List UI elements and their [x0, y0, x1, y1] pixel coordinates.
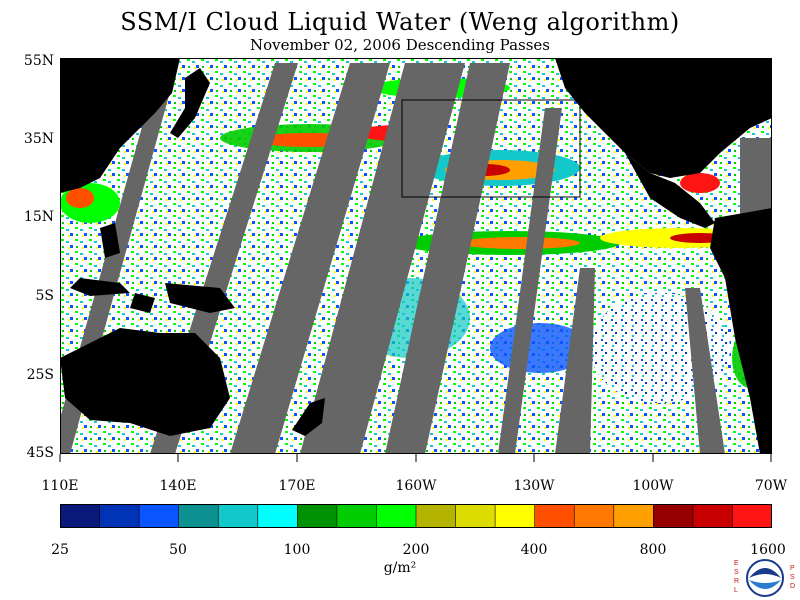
- colorbar-swatch: [257, 504, 298, 528]
- lon-label-110e: 110E: [41, 478, 79, 494]
- map-subtitle: November 02, 2006 Descending Passes: [249, 36, 550, 54]
- lat-label-35n: 35N: [23, 131, 54, 147]
- cloud-liquid-water-map: [60, 58, 772, 454]
- lon-label-140e: 140E: [159, 478, 197, 494]
- logo-letter-s: S: [734, 569, 739, 576]
- lat-label-25s: 25S: [26, 367, 54, 383]
- colorbar-swatch: [297, 504, 338, 528]
- colorbar-swatch: [732, 504, 772, 528]
- colorbar-label-200: 200: [402, 542, 430, 558]
- colorbar-swatch: [178, 504, 219, 528]
- lon-label-130w: 130W: [513, 478, 555, 494]
- colorbar-swatch: [139, 504, 180, 528]
- noaa-logo: E S R L P S D NOAA: [734, 559, 795, 597]
- logo-letter-d: D: [790, 583, 795, 590]
- colorbar-swatch: [574, 504, 615, 528]
- logo-letter-l: L: [734, 587, 738, 594]
- colorbar-swatch: [534, 504, 575, 528]
- colorbar-label-1600: 1600: [750, 542, 786, 558]
- colorbar-label-800: 800: [639, 542, 667, 558]
- longitude-ticks: [59, 454, 772, 462]
- colorbar-unit: g/m²: [383, 560, 417, 576]
- colorbar-swatch: [376, 504, 417, 528]
- logo-letter-s2: S: [790, 574, 795, 581]
- colorbar-swatch: [495, 504, 536, 528]
- colorbar-swatch: [613, 504, 654, 528]
- colorbar-label-50: 50: [169, 542, 187, 558]
- map-title: SSM/I Cloud Liquid Water (Weng algorithm…: [120, 8, 680, 36]
- logo-letter-p: P: [790, 565, 795, 572]
- region-box: [401, 99, 581, 198]
- map-frame: [60, 58, 772, 454]
- colorbar-swatch: [336, 504, 377, 528]
- colorbar-label-25: 25: [51, 542, 69, 558]
- colorbar: [60, 504, 772, 528]
- colorbar-swatch: [455, 504, 496, 528]
- lon-label-100w: 100W: [632, 478, 674, 494]
- logo-letter-e: E: [734, 560, 739, 567]
- lat-label-5s: 5S: [35, 288, 55, 304]
- lon-label-160w: 160W: [395, 478, 437, 494]
- colorbar-swatch: [218, 504, 259, 528]
- land-masses: [60, 58, 772, 454]
- logo-center-text: NOAA: [756, 576, 774, 582]
- colorbar-swatch: [99, 504, 140, 528]
- lon-label-70w: 70W: [754, 478, 788, 494]
- colorbar-swatch: [692, 504, 733, 528]
- lon-label-170e: 170E: [278, 478, 316, 494]
- colorbar-swatch: [416, 504, 457, 528]
- colorbar-swatch: [653, 504, 694, 528]
- lat-label-45s: 45S: [26, 445, 54, 461]
- colorbar-label-400: 400: [520, 542, 548, 558]
- lat-label-15n: 15N: [23, 209, 54, 225]
- colorbar-swatch: [60, 504, 101, 528]
- colorbar-label-100: 100: [283, 542, 311, 558]
- lat-label-55n: 55N: [23, 53, 54, 69]
- logo-letter-r: R: [734, 578, 739, 585]
